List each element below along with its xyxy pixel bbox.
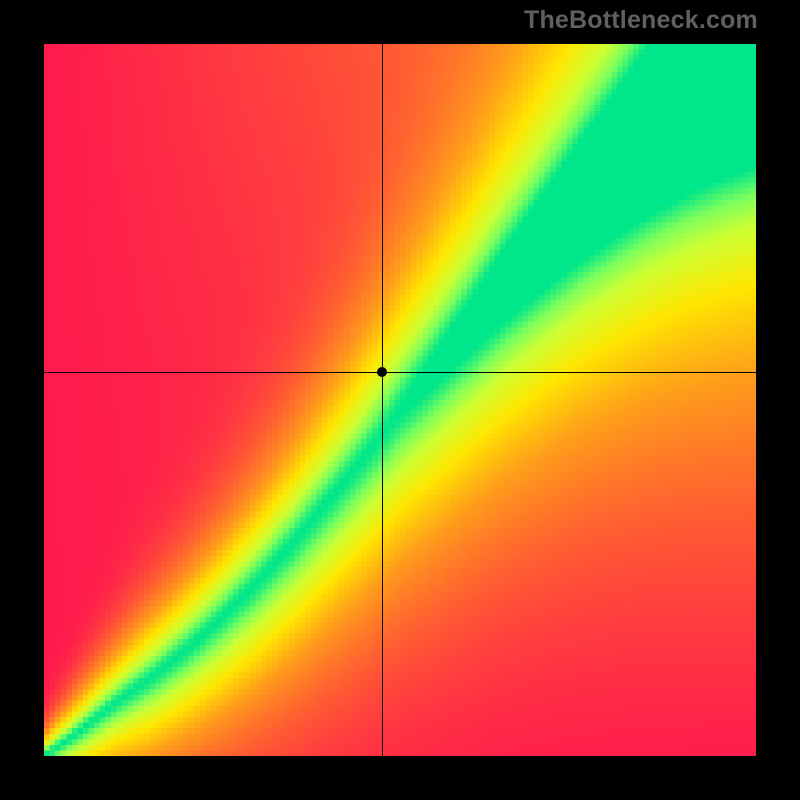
selected-point-marker <box>377 367 387 377</box>
bottleneck-heatmap <box>44 44 756 756</box>
crosshair-vertical-line <box>382 44 383 756</box>
watermark-text: TheBottleneck.com <box>524 6 758 35</box>
crosshair-horizontal-line <box>44 372 756 373</box>
